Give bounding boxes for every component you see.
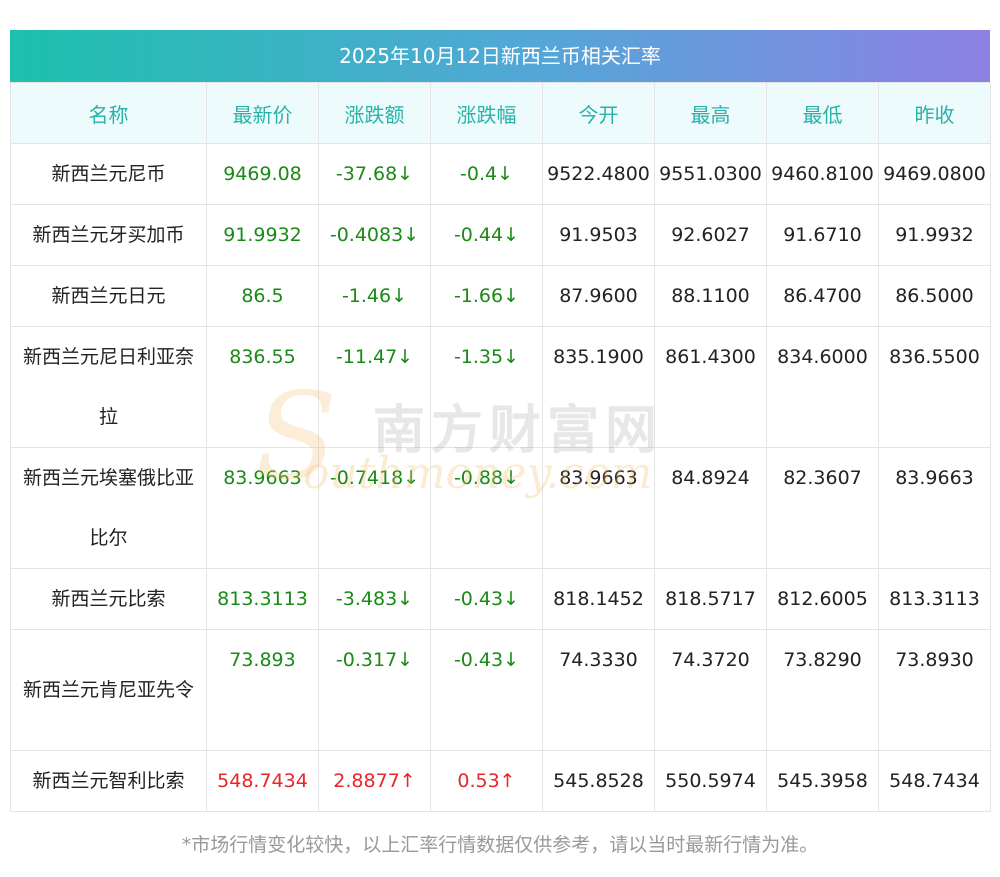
table-row: 新西兰元日元 86.5 -1.46↓ -1.66↓ 87.9600 88.1100 86.4… (10, 265, 991, 327)
cell-pct: -0.43↓ (430, 629, 543, 751)
cell-low: 82.3607 (766, 447, 879, 569)
table-row: 新西兰元牙买加币 91.9932 -0.4083↓ -0.44↓ 91.9503 92.6… (10, 204, 991, 266)
cell-high: 84.8924 (654, 447, 767, 569)
cell-high: 818.5717 (654, 568, 767, 630)
cell-latest: 548.7434 (206, 750, 319, 812)
header-low: 最低 (766, 82, 879, 144)
exchange-rate-table: 名称 最新价 涨跌额 涨跌幅 今开 最高 最低 昨收 新西兰元尼币 9469.08… (10, 82, 991, 812)
cell-change: -3.483↓ (318, 568, 431, 630)
cell-open: 835.1900 (542, 326, 655, 448)
cell-prev: 836.5500 (878, 326, 991, 448)
cell-change: -37.68↓ (318, 143, 431, 205)
cell-latest: 9469.08 (206, 143, 319, 205)
cell-low: 91.6710 (766, 204, 879, 266)
cell-high: 9551.0300 (654, 143, 767, 205)
cell-prev: 813.3113 (878, 568, 991, 630)
cell-name: 新西兰元埃塞俄比亚比尔 (10, 447, 207, 569)
table-row: 新西兰元尼日利亚奈拉 836.55 -11.47↓ -1.35↓ 835.1900 861… (10, 326, 991, 448)
cell-name: 新西兰元智利比索 (10, 750, 207, 812)
cell-pct: -0.88↓ (430, 447, 543, 569)
cell-latest: 73.893 (206, 629, 319, 751)
cell-latest: 83.9663 (206, 447, 319, 569)
cell-high: 88.1100 (654, 265, 767, 327)
cell-low: 545.3958 (766, 750, 879, 812)
cell-pct: 0.53↑ (430, 750, 543, 812)
cell-change: -0.4083↓ (318, 204, 431, 266)
cell-high: 550.5974 (654, 750, 767, 812)
cell-high: 74.3720 (654, 629, 767, 751)
rate-table-container: 2025年10月12日新西兰币相关汇率 名称 最新价 涨跌额 涨跌幅 今开 最高… (10, 30, 991, 812)
header-latest: 最新价 (206, 82, 319, 144)
cell-prev: 548.7434 (878, 750, 991, 812)
cell-change: -11.47↓ (318, 326, 431, 448)
table-row: 新西兰元比索 813.3113 -3.483↓ -0.43↓ 818.1452 818.5… (10, 568, 991, 630)
cell-name: 新西兰元比索 (10, 568, 207, 630)
cell-name: 新西兰元肯尼亚先令 (10, 629, 207, 751)
cell-name: 新西兰元牙买加币 (10, 204, 207, 266)
cell-pct: -1.66↓ (430, 265, 543, 327)
header-change: 涨跌额 (318, 82, 431, 144)
cell-prev: 91.9932 (878, 204, 991, 266)
cell-open: 83.9663 (542, 447, 655, 569)
table-row: 新西兰元肯尼亚先令 73.893 -0.317↓ -0.43↓ 74.3330 74.37… (10, 629, 991, 751)
cell-low: 834.6000 (766, 326, 879, 448)
cell-prev: 9469.0800 (878, 143, 991, 205)
cell-pct: -0.4↓ (430, 143, 543, 205)
table-row: 新西兰元埃塞俄比亚比尔 83.9663 -0.7418↓ -0.88↓ 83.9663 8… (10, 447, 991, 569)
cell-latest: 836.55 (206, 326, 319, 448)
footnote: *市场行情变化较快，以上汇率行情数据仅供参考，请以当时最新行情为准。 (181, 834, 819, 856)
header-pct: 涨跌幅 (430, 82, 543, 144)
cell-low: 86.4700 (766, 265, 879, 327)
cell-name: 新西兰元尼日利亚奈拉 (10, 326, 207, 448)
cell-high: 861.4300 (654, 326, 767, 448)
cell-change: 2.8877↑ (318, 750, 431, 812)
cell-name: 新西兰元日元 (10, 265, 207, 327)
header-high: 最高 (654, 82, 767, 144)
cell-latest: 86.5 (206, 265, 319, 327)
cell-change: -1.46↓ (318, 265, 431, 327)
cell-open: 91.9503 (542, 204, 655, 266)
table-row: 新西兰元智利比索 548.7434 2.8877↑ 0.53↑ 545.8528 550.… (10, 750, 991, 812)
cell-low: 9460.8100 (766, 143, 879, 205)
cell-change: -0.317↓ (318, 629, 431, 751)
cell-open: 87.9600 (542, 265, 655, 327)
cell-high: 92.6027 (654, 204, 767, 266)
cell-prev: 73.8930 (878, 629, 991, 751)
header-name: 名称 (10, 82, 207, 144)
cell-open: 9522.4800 (542, 143, 655, 205)
cell-latest: 91.9932 (206, 204, 319, 266)
cell-name: 新西兰元尼币 (10, 143, 207, 205)
cell-prev: 83.9663 (878, 447, 991, 569)
table-row: 新西兰元尼币 9469.08 -37.68↓ -0.4↓ 9522.4800 9551.0… (10, 143, 991, 205)
header-prev: 昨收 (878, 82, 991, 144)
header-open: 今开 (542, 82, 655, 144)
cell-open: 545.8528 (542, 750, 655, 812)
cell-open: 818.1452 (542, 568, 655, 630)
cell-open: 74.3330 (542, 629, 655, 751)
table-title: 2025年10月12日新西兰币相关汇率 (10, 30, 990, 82)
cell-pct: -1.35↓ (430, 326, 543, 448)
cell-pct: -0.44↓ (430, 204, 543, 266)
cell-prev: 86.5000 (878, 265, 991, 327)
cell-low: 812.6005 (766, 568, 879, 630)
table-header-row: 名称 最新价 涨跌额 涨跌幅 今开 最高 最低 昨收 (10, 82, 991, 144)
cell-low: 73.8290 (766, 629, 879, 751)
cell-change: -0.7418↓ (318, 447, 431, 569)
cell-pct: -0.43↓ (430, 568, 543, 630)
cell-latest: 813.3113 (206, 568, 319, 630)
